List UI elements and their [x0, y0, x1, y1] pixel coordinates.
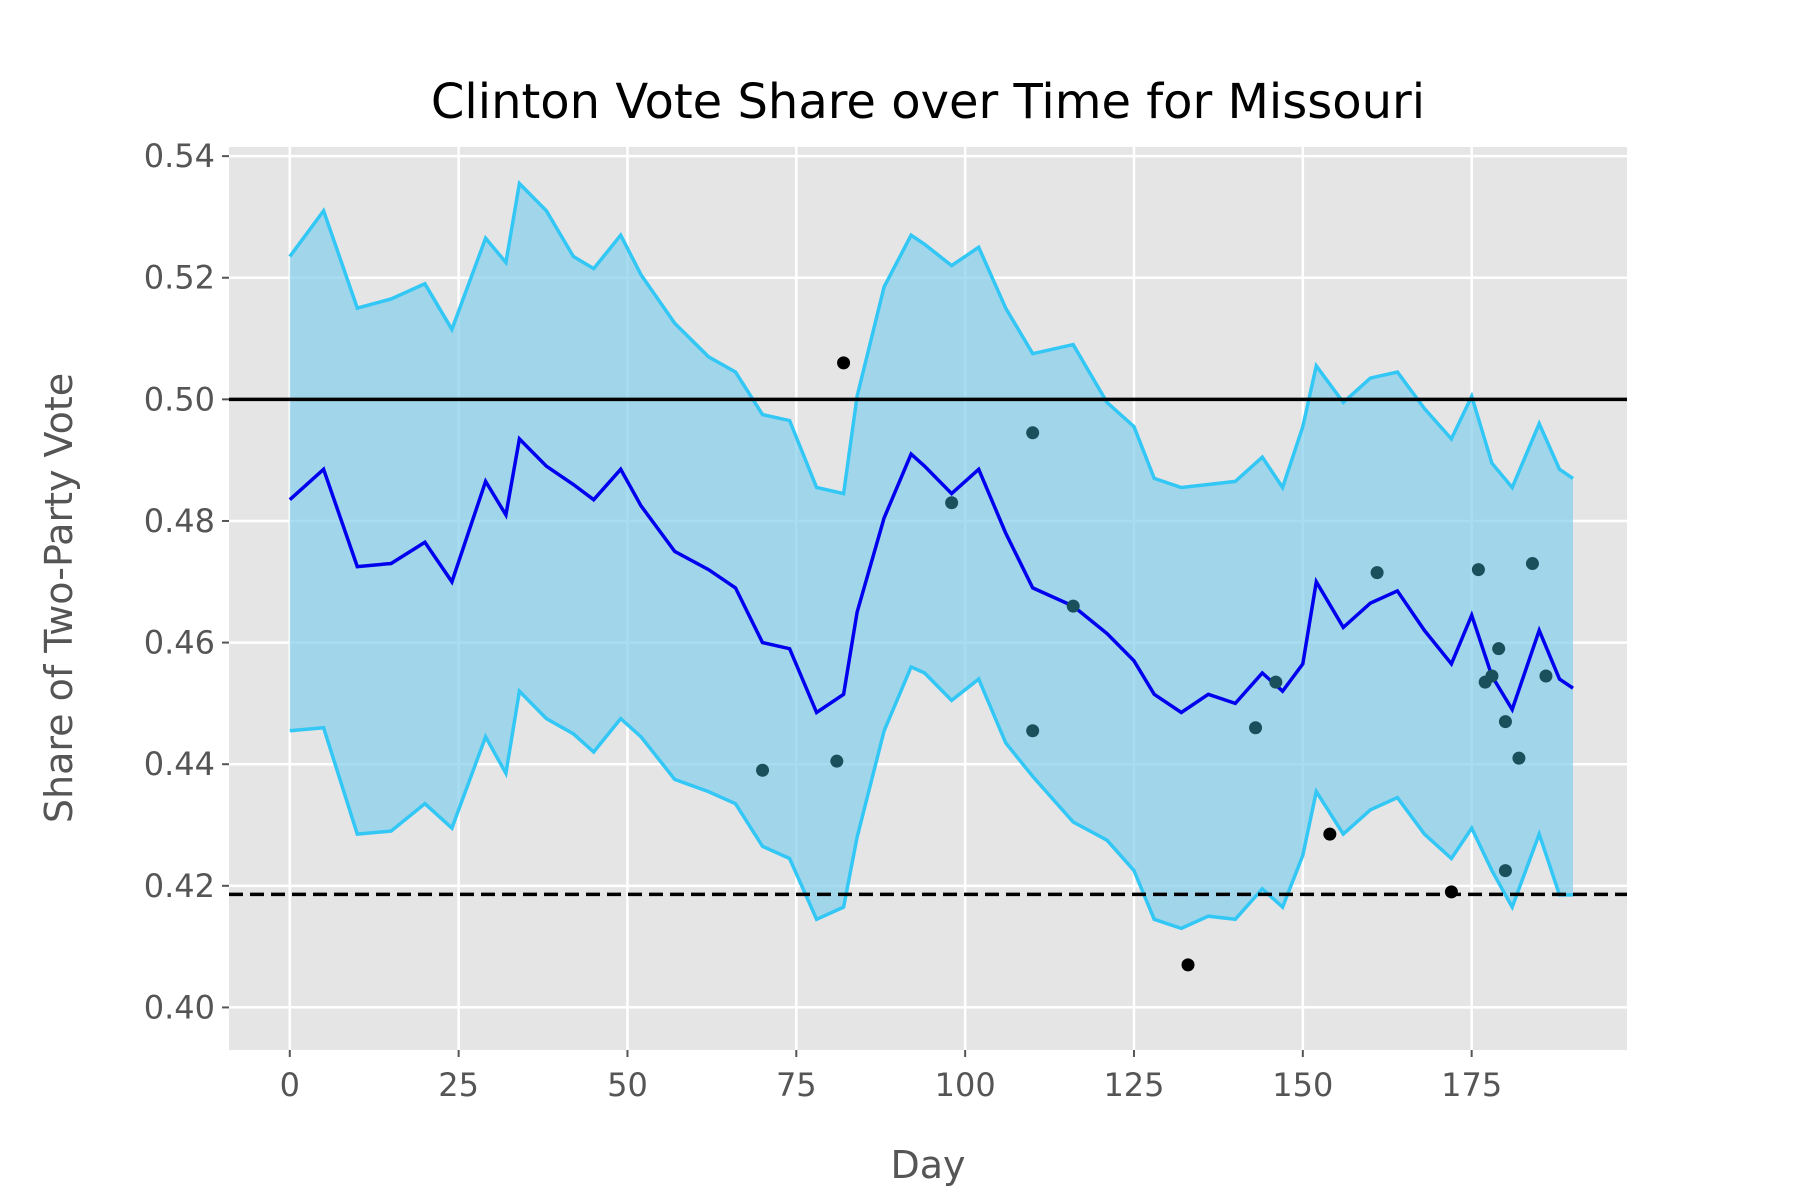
poll-point-9 [1269, 675, 1283, 689]
y-tick-label-6: 0.52 [144, 259, 215, 297]
x-tick-label-1: 25 [438, 1066, 479, 1104]
x-tick-label-0: 0 [280, 1066, 300, 1104]
poll-point-6 [1066, 599, 1080, 613]
poll-point-7 [1181, 958, 1195, 972]
poll-point-4 [1026, 426, 1040, 440]
poll-point-17 [1498, 715, 1512, 729]
y-tick-label-0: 0.40 [144, 988, 215, 1026]
x-tick-label-6: 150 [1272, 1066, 1333, 1104]
poll-point-11 [1370, 566, 1384, 580]
y-tick-label-3: 0.46 [144, 624, 215, 662]
poll-point-13 [1471, 563, 1485, 577]
axes: 0 25 50 75 100 125 150 175 0.40 0.42 0.44 0.46 0.48 0… [144, 137, 1502, 1104]
poll-point-2 [837, 356, 851, 370]
poll-point-19 [1512, 751, 1526, 765]
poll-point-0 [756, 763, 770, 777]
poll-point-10 [1323, 827, 1337, 841]
chart-title: Clinton Vote Share over Time for Missour… [431, 74, 1425, 130]
poll-point-16 [1492, 642, 1506, 656]
x-tick-label-3: 75 [776, 1066, 817, 1104]
poll-point-18 [1498, 864, 1512, 878]
upper-bound-line [288, 179, 1574, 496]
poll-point-20 [1525, 557, 1539, 571]
y-tick-label-1: 0.42 [144, 867, 215, 905]
poll-point-15 [1485, 669, 1499, 683]
confidence-band [289, 183, 1573, 929]
y-axis-label: Share of Two-Party Vote [37, 373, 81, 823]
poll-point-21 [1539, 669, 1553, 683]
poll-point-1 [830, 754, 844, 768]
x-axis-label: Day [890, 1143, 965, 1187]
mean-line [288, 435, 1574, 716]
poll-point-5 [1026, 724, 1040, 738]
y-tick-label-7: 0.54 [144, 137, 215, 175]
x-tick-label-4: 100 [935, 1066, 996, 1104]
reference-lines [229, 397, 1627, 897]
y-tick-label-2: 0.44 [144, 745, 215, 783]
x-tick-label-5: 125 [1103, 1066, 1164, 1104]
poll-point-12 [1444, 885, 1458, 899]
poll-point-8 [1249, 721, 1263, 735]
poll-point-3 [945, 496, 959, 510]
y-tick-label-4: 0.48 [144, 502, 215, 540]
poll-points [756, 356, 1553, 972]
x-tick-label-7: 175 [1441, 1066, 1502, 1104]
lower-bound-line [289, 664, 1573, 931]
x-tick-label-2: 50 [607, 1066, 648, 1104]
y-tick-label-5: 0.50 [144, 380, 215, 418]
